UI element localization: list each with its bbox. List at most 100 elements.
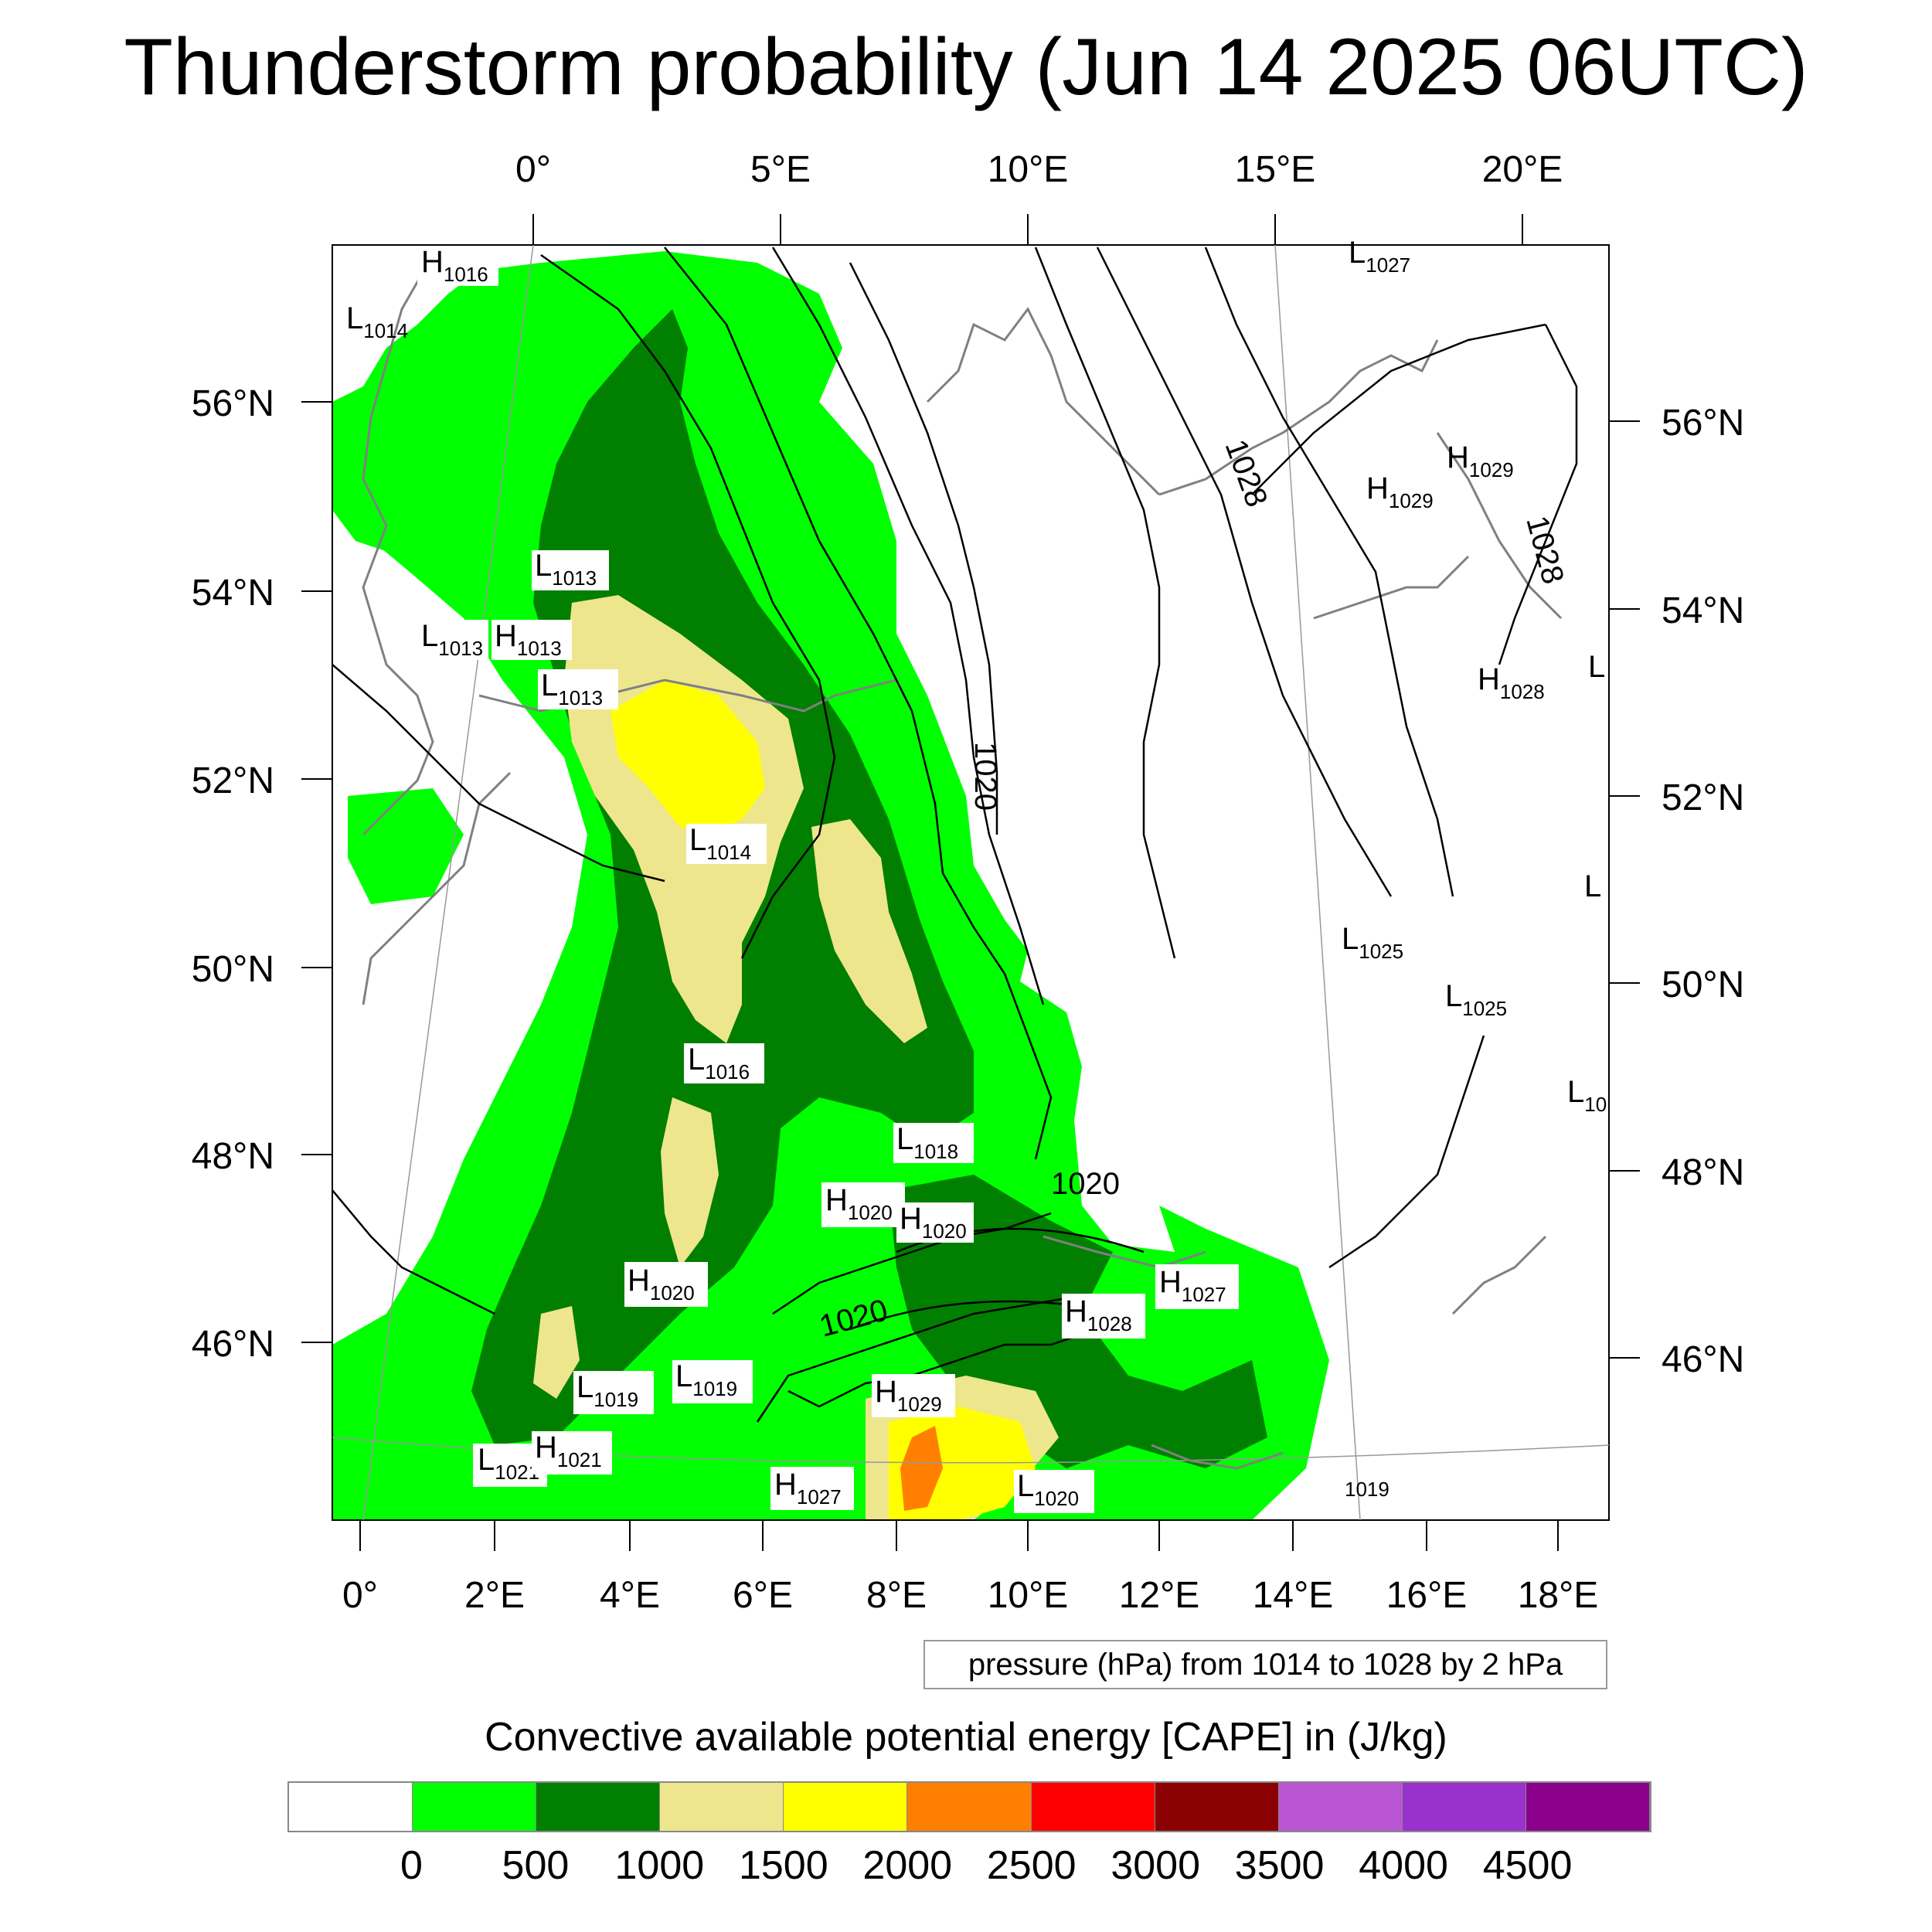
- top-lon-tick: 15°E: [1235, 149, 1316, 190]
- svg-text:L1013: L1013: [535, 549, 597, 590]
- svg-text:H1016: H1016: [421, 245, 488, 286]
- svg-text:H1028: H1028: [1478, 662, 1545, 703]
- pressure-center: L1013: [417, 619, 488, 660]
- colorbar-label: 3500: [1234, 1843, 1325, 1888]
- map-title: Thunderstorm probability (Jun 14 2025 06…: [124, 22, 1808, 112]
- colorbar-label: 2000: [862, 1843, 953, 1888]
- bottom-lon-tick: 6°E: [733, 1575, 793, 1616]
- colorbar-swatch: [1526, 1783, 1651, 1831]
- pressure-center: L1018: [893, 1122, 974, 1163]
- pressure-center: L: [1588, 650, 1605, 684]
- svg-text:L1025: L1025: [1445, 979, 1507, 1020]
- right-lat-tick: 54°N: [1662, 590, 1744, 631]
- pressure-center: L: [1584, 869, 1601, 903]
- cape-area-1000-1500-east: [811, 819, 927, 1043]
- right-lat-tick: 50°N: [1662, 964, 1744, 1005]
- top-lon-tick: 5°E: [750, 149, 811, 190]
- right-lat-axis: 56°N 54°N 52°N 50°N 48°N 46°N: [1609, 403, 1744, 1380]
- bottom-lon-tick: 8°E: [866, 1575, 927, 1616]
- colorbar-swatch: [1278, 1783, 1403, 1831]
- svg-text:L1019: L1019: [577, 1370, 638, 1411]
- colorbar-swatch: [536, 1783, 661, 1831]
- svg-text:H1029: H1029: [1366, 471, 1434, 512]
- svg-text:H1029: H1029: [875, 1375, 942, 1416]
- colorbar-swatch: [1402, 1783, 1526, 1831]
- colorbar-title: Convective available potential energy [C…: [485, 1715, 1447, 1760]
- pressure-centers: H1016 L1014 L1027 L1013 L1013 H1013 L101…: [346, 236, 1607, 1513]
- isobar-label: 1028: [1219, 435, 1274, 512]
- colorbar-swatch: [413, 1783, 537, 1831]
- colorbar-swatch: [907, 1783, 1032, 1831]
- colorbar-swatch: [1155, 1783, 1279, 1831]
- svg-text:L1018: L1018: [896, 1122, 958, 1163]
- pressure-center: H1020: [624, 1262, 708, 1307]
- bottom-lon-tick: 10°E: [988, 1575, 1069, 1616]
- pressure-center: H1021: [532, 1430, 612, 1475]
- svg-text:L1020: L1020: [1017, 1469, 1079, 1510]
- right-lat-tick: 46°N: [1662, 1339, 1744, 1380]
- svg-text:H1020: H1020: [900, 1202, 967, 1243]
- svg-text:H1028: H1028: [1065, 1294, 1132, 1335]
- svg-text:H1029: H1029: [1447, 440, 1514, 481]
- bottom-lon-tick: 18°E: [1518, 1575, 1599, 1616]
- svg-text:L: L: [1588, 650, 1605, 684]
- colorbar-label: 1500: [738, 1843, 828, 1888]
- pressure-center: L1013: [532, 549, 609, 590]
- svg-text:H1027: H1027: [1159, 1265, 1226, 1306]
- bottom-lon-tick: 4°E: [600, 1575, 660, 1616]
- cape-area-0-500-southwest: [348, 788, 464, 904]
- left-lat-axis: 56°N 54°N 52°N 50°N 48°N 46°N: [192, 383, 332, 1365]
- pressure-center: H1029: [1366, 471, 1434, 512]
- pressure-center: L1016: [684, 1043, 764, 1083]
- isobar-label: 1020: [968, 742, 1002, 811]
- left-lat-tick: 50°N: [192, 949, 274, 990]
- bottom-lon-tick: 16°E: [1386, 1575, 1468, 1616]
- colorbar-swatch: [1031, 1783, 1155, 1831]
- bottom-lon-tick: 0°: [342, 1575, 378, 1616]
- pressure-center: H1029: [1447, 440, 1514, 481]
- svg-text:L1016: L1016: [688, 1043, 750, 1083]
- right-lat-tick: 52°N: [1662, 777, 1744, 818]
- colorbar-label: 3000: [1111, 1843, 1201, 1888]
- bottom-lon-tick: 12°E: [1119, 1575, 1200, 1616]
- pressure-center: 1019: [1345, 1478, 1389, 1501]
- svg-text:L1014: L1014: [689, 823, 751, 864]
- colorbar-label: 0: [400, 1843, 423, 1888]
- colorbar-swatch: [784, 1783, 908, 1831]
- svg-text:L1019: L1019: [675, 1359, 737, 1400]
- svg-text:L1014: L1014: [346, 301, 408, 342]
- cape-area-1500-2000: [611, 680, 765, 835]
- top-lon-tick: 10°E: [988, 149, 1069, 190]
- svg-text:L1025: L1025: [1342, 922, 1403, 963]
- colorbar: [287, 1781, 1651, 1832]
- cape-area-1000-1500-south: [661, 1097, 719, 1267]
- svg-text:H1013: H1013: [495, 619, 562, 660]
- colorbar-label: 4000: [1359, 1843, 1448, 1888]
- pressure-center: L1025: [1445, 979, 1507, 1020]
- top-lon-axis: 0° 5°E 10°E 15°E 20°E: [515, 149, 1563, 245]
- svg-text:L1013: L1013: [541, 668, 603, 709]
- svg-text:L: L: [1584, 869, 1601, 903]
- right-lat-tick: 56°N: [1662, 403, 1744, 444]
- pressure-center: L1019: [672, 1359, 753, 1403]
- isobar-label: 1028: [1519, 512, 1570, 587]
- left-lat-tick: 56°N: [192, 383, 274, 424]
- svg-text:H1027: H1027: [774, 1468, 842, 1509]
- bottom-lon-tick: 2°E: [464, 1575, 525, 1616]
- svg-text:1019: 1019: [1345, 1478, 1389, 1501]
- cape-area-2000-2500: [900, 1426, 943, 1511]
- colorbar-swatch: [660, 1783, 784, 1831]
- colorbar-swatch: [289, 1783, 413, 1831]
- pressure-center: L1020: [1014, 1469, 1094, 1513]
- colorbar-label: 2500: [986, 1843, 1077, 1888]
- left-lat-tick: 54°N: [192, 573, 274, 614]
- pressure-center: H1028: [1478, 662, 1545, 703]
- top-lon-tick: 20°E: [1482, 149, 1563, 190]
- bottom-lon-tick: 14°E: [1253, 1575, 1334, 1616]
- pressure-center: H1020: [821, 1182, 905, 1227]
- colorbar-label: 1000: [614, 1843, 705, 1888]
- pressure-note: pressure (hPa) from 1014 to 1028 by 2 hP…: [923, 1640, 1607, 1689]
- colorbar-label: 4500: [1482, 1843, 1573, 1888]
- svg-text:L1027: L1027: [1349, 236, 1410, 277]
- pressure-center: H1016: [417, 245, 498, 286]
